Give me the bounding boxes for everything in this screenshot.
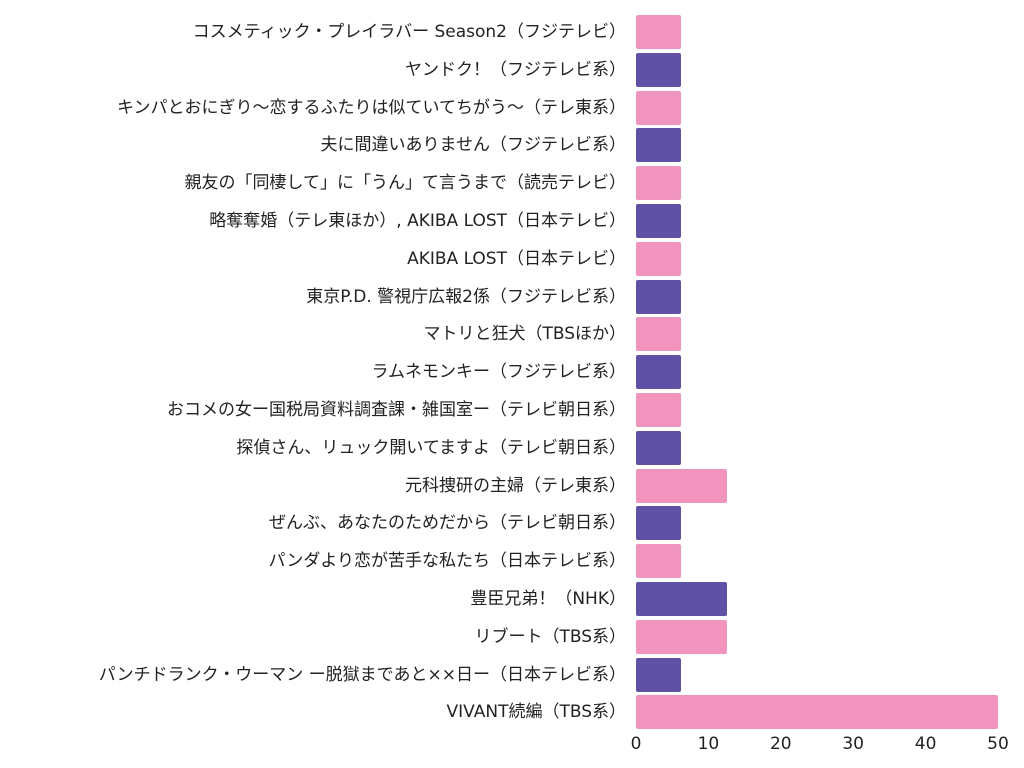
category-label: リブート（TBS系） (474, 626, 626, 647)
bar-row: 親友の「同棲して」に「うん」て言うまで（読売テレビ） (0, 166, 1024, 201)
bar (636, 166, 682, 201)
bar (636, 695, 998, 730)
bar-row: コスメティック・プレイラバー Season2（フジテレビ） (0, 15, 1024, 49)
category-label: マトリと狂犬（TBSほか） (423, 324, 626, 345)
category-label: 東京P.D. 警視庁広報2係（フジテレビ系） (306, 286, 626, 307)
bar (636, 128, 682, 163)
bar (636, 393, 682, 427)
bar-row: 元科捜研の主婦（テレ東系） (0, 468, 1024, 503)
bar (636, 582, 727, 616)
bar-row: VIVANT続編（TBS系） (0, 695, 1024, 730)
bar (636, 204, 682, 238)
category-label: おコメの女ー国税局資料調査課・雑国室ー（テレビ朝日系） (167, 400, 626, 420)
category-label: 元科捜研の主婦（テレ東系） (405, 475, 626, 496)
category-label: パンチドランク・ウーマン ー脱獄まであと××日ー（日本テレビ系） (98, 664, 626, 685)
bar (636, 317, 682, 352)
bar-row: パンダより恋が苦手な私たち（日本テレビ系） (0, 544, 1024, 579)
bar (636, 15, 682, 49)
bar (636, 657, 682, 692)
category-label: 略奪奪婚（テレ東ほか）, AKIBA LOST（日本テレビ） (209, 211, 626, 231)
bar-row: 豊臣兄弟！（NHK） (0, 582, 1024, 616)
bar-row: ラムネモンキー（フジテレビ系） (0, 355, 1024, 390)
bar-row: パンチドランク・ウーマン ー脱獄まであと××日ー（日本テレビ系） (0, 657, 1024, 692)
category-label: ラムネモンキー（フジテレビ系） (371, 362, 627, 383)
bar-row: 探偵さん、リュック開いてますよ（テレビ朝日系） (0, 430, 1024, 465)
bar-row: ヤンドク！（フジテレビ系） (0, 52, 1024, 87)
bar (636, 355, 682, 390)
bar (636, 241, 682, 276)
category-label: 親友の「同棲して」に「うん」て言うまで（読売テレビ） (184, 173, 627, 194)
bar-row: リブート（TBS系） (0, 619, 1024, 654)
bar-row: ぜんぶ、あなたのためだから（テレビ朝日系） (0, 506, 1024, 541)
bar (636, 52, 682, 87)
bar (636, 468, 727, 503)
x-tick-label: 30 (842, 734, 865, 754)
bar (636, 506, 682, 541)
category-label: 夫に間違いありません（フジテレビ系） (320, 135, 627, 156)
bar-row: 夫に間違いありません（フジテレビ系） (0, 128, 1024, 163)
x-tick-label: 10 (697, 734, 720, 754)
x-tick-label: 50 (987, 734, 1009, 754)
x-tick-label: 0 (630, 734, 642, 754)
bar-row: おコメの女ー国税局資料調査課・雑国室ー（テレビ朝日系） (0, 393, 1024, 427)
bar-row: 略奪奪婚（テレ東ほか）, AKIBA LOST（日本テレビ） (0, 204, 1024, 238)
category-label: キンパとおにぎり～恋するふたりは似ていてちがう～（テレ東系） (117, 97, 626, 118)
x-tick-label: 40 (914, 734, 937, 754)
category-label: ヤンドク！（フジテレビ系） (405, 59, 626, 80)
category-label: AKIBA LOST（日本テレビ） (407, 248, 626, 269)
bar-row: マトリと狂犬（TBSほか） (0, 317, 1024, 352)
bar (636, 90, 682, 125)
bar-row: キンパとおにぎり～恋するふたりは似ていてちがう～（テレ東系） (0, 90, 1024, 125)
bar-row: AKIBA LOST（日本テレビ） (0, 241, 1024, 276)
category-label: 探偵さん、リュック開いてますよ（テレビ朝日系） (236, 437, 626, 458)
x-tick-label: 20 (769, 734, 792, 754)
category-label: ぜんぶ、あなたのためだから（テレビ朝日系） (269, 513, 626, 534)
bar-row: 東京P.D. 警視庁広報2係（フジテレビ系） (0, 279, 1024, 314)
category-label: パンダより恋が苦手な私たち（日本テレビ系） (268, 551, 626, 572)
bar (636, 619, 727, 654)
bar (636, 430, 682, 465)
category-label: VIVANT続編（TBS系） (446, 702, 626, 723)
bar (636, 279, 682, 314)
bar (636, 544, 682, 579)
category-label: 豊臣兄弟！（NHK） (470, 589, 626, 609)
category-label: コスメティック・プレイラバー Season2（フジテレビ） (192, 22, 626, 42)
